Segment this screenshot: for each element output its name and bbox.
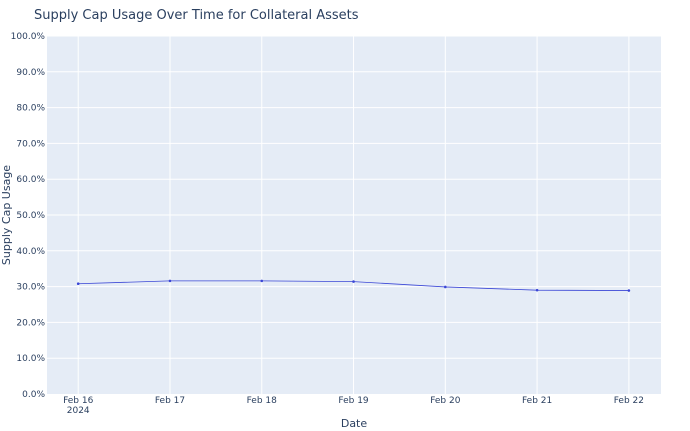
- data-point: [627, 289, 631, 292]
- data-point: [168, 279, 172, 283]
- x-tick-label: Feb 20: [430, 396, 461, 406]
- y-tick-label: 100.0%: [11, 32, 46, 42]
- y-tick-label: 40.0%: [16, 247, 45, 257]
- y-tick-label: 90.0%: [16, 68, 45, 78]
- x-tick-label: Feb 16: [63, 396, 94, 406]
- gridlines: [47, 35, 661, 394]
- x-tick-year-label: 2024: [67, 406, 90, 416]
- y-tick-label: 50.0%: [16, 211, 45, 221]
- data-point: [535, 288, 539, 292]
- y-tick-label: 0.0%: [22, 390, 45, 400]
- y-axis-ticks: 0.0% 10.0% 20.0% 30.0% 40.0% 50.0% 60.0% 70.0% 8…: [11, 32, 46, 400]
- x-tick-label: Feb 19: [338, 396, 369, 406]
- data-point: [352, 280, 355, 283]
- data-point: [76, 282, 80, 286]
- x-axis-title: Date: [341, 417, 368, 430]
- y-tick-label: 30.0%: [16, 283, 45, 293]
- data-point: [260, 279, 264, 283]
- y-tick-label: 10.0%: [16, 354, 45, 364]
- y-tick-label: 60.0%: [16, 175, 45, 185]
- x-tick-label: Feb 18: [247, 396, 278, 406]
- chart-title: Supply Cap Usage Over Time for Collatera…: [34, 8, 359, 23]
- x-tick-label: Feb 17: [155, 396, 185, 406]
- y-tick-label: 20.0%: [16, 318, 45, 328]
- data-point: [444, 285, 447, 289]
- y-axis-title: Supply Cap Usage: [0, 165, 13, 265]
- y-tick-label: 80.0%: [16, 104, 45, 114]
- x-tick-label: Feb 21: [522, 396, 552, 406]
- y-tick-label: 70.0%: [16, 139, 45, 149]
- series-layer: [76, 279, 631, 292]
- x-tick-label: Feb 22: [614, 396, 644, 406]
